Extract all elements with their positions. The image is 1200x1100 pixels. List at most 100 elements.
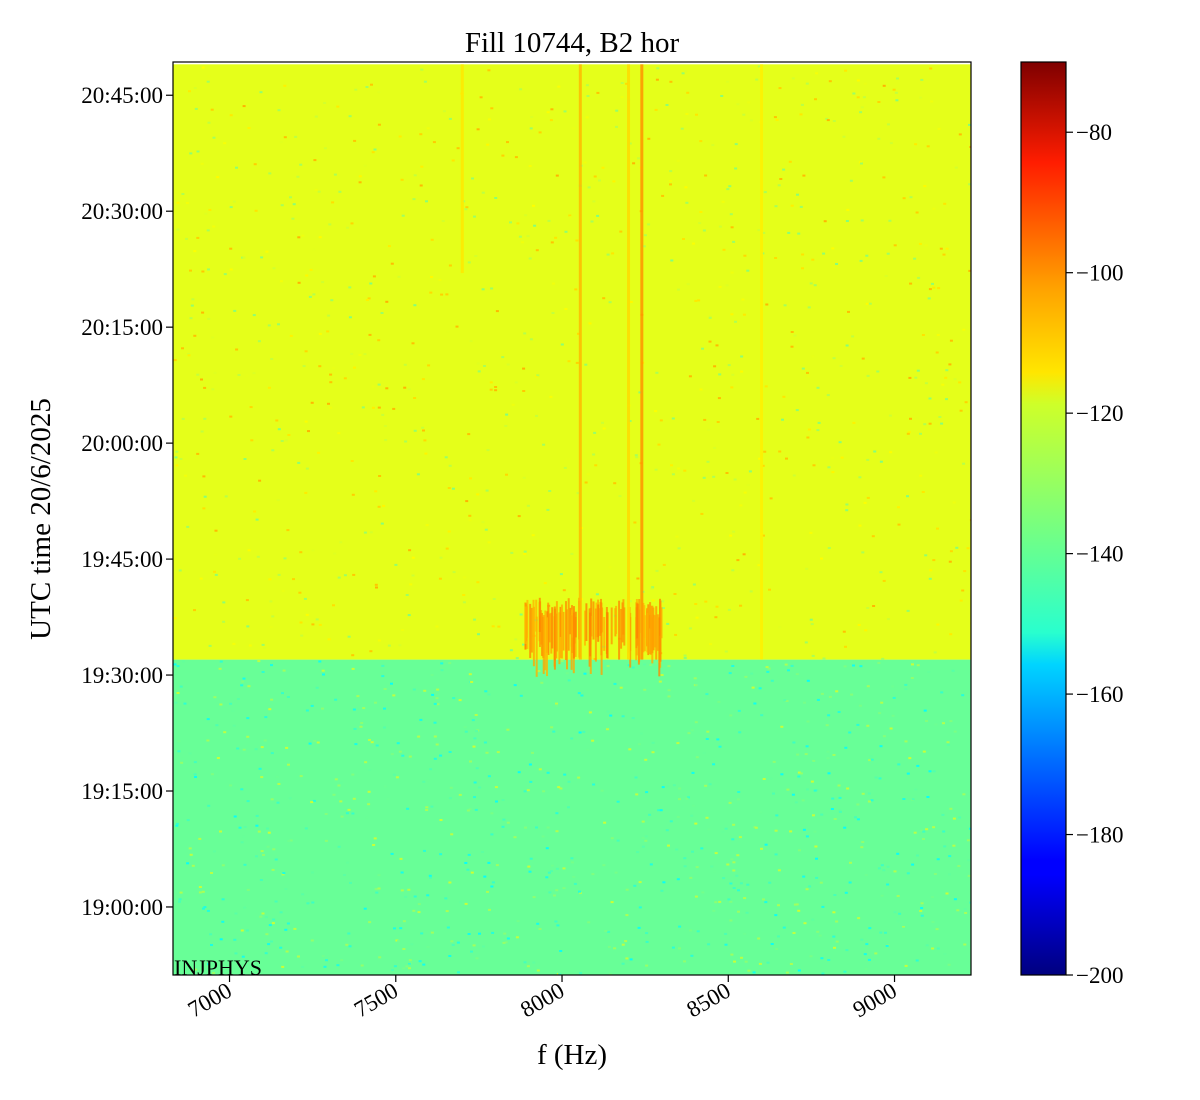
heatmap-noise-cell xyxy=(718,900,722,903)
heatmap-noise-cell xyxy=(487,693,491,696)
heatmap-noise-cell xyxy=(667,695,671,698)
heatmap-noise-cell xyxy=(962,793,966,796)
heatmap-noise-cell xyxy=(751,686,755,689)
heatmap-noise-cell xyxy=(243,458,247,460)
heatmap-noise-cell xyxy=(490,885,494,888)
heatmap-noise-cell xyxy=(393,927,396,930)
heatmap-noise-cell xyxy=(687,732,691,735)
heatmap-noise-cell xyxy=(541,835,545,838)
heatmap-noise-cell xyxy=(619,686,623,689)
heatmap-noise-cell xyxy=(394,563,398,566)
heatmap-noise-cell xyxy=(728,801,732,804)
heatmap-noise-cell xyxy=(190,304,194,307)
heatmap-noise-cell xyxy=(959,409,963,412)
heatmap-noise-cell xyxy=(879,931,883,934)
heatmap-noise-cell xyxy=(835,940,839,943)
heatmap-noise-cell xyxy=(246,888,250,891)
heatmap-noise-cell xyxy=(272,267,276,270)
colorbar-tick-label: −100 xyxy=(1076,261,1123,286)
heatmap-noise-cell xyxy=(476,581,480,584)
heatmap-noise-cell xyxy=(683,865,687,868)
heatmap-noise-cell xyxy=(726,863,730,866)
heatmap-noise-cell xyxy=(555,889,559,892)
heatmap-noise-cell xyxy=(514,156,518,159)
heatmap-noise-cell xyxy=(277,783,281,785)
heatmap-noise-cell xyxy=(377,383,381,386)
heatmap-noise-cell xyxy=(782,168,786,171)
heatmap-noise-cell xyxy=(884,275,888,277)
heatmap-noise-cell xyxy=(229,784,233,787)
heatmap-noise-cell xyxy=(570,552,574,555)
heatmap-noise-cell xyxy=(645,964,649,967)
heatmap-noise-cell xyxy=(724,827,728,830)
colorbar-tick-label: −120 xyxy=(1076,401,1123,426)
heatmap-noise-cell xyxy=(798,849,801,852)
heatmap-noise-cell xyxy=(494,386,498,388)
heatmap-burst-cell xyxy=(651,605,654,654)
heatmap-noise-cell xyxy=(543,582,547,585)
heatmap-noise-cell xyxy=(607,945,611,948)
heatmap-noise-cell xyxy=(955,546,959,549)
heatmap-noise-cell xyxy=(685,797,689,800)
heatmap-noise-cell xyxy=(351,667,355,670)
heatmap-noise-cell xyxy=(503,932,507,935)
heatmap-noise-cell xyxy=(778,626,782,629)
heatmap-noise-cell xyxy=(932,826,936,829)
heatmap-noise-cell xyxy=(886,883,890,886)
heatmap-noise-cell xyxy=(343,377,347,380)
heatmap-noise-cell xyxy=(765,303,769,306)
heatmap-noise-cell xyxy=(747,969,751,972)
heatmap-noise-cell xyxy=(775,948,779,950)
heatmap-noise-cell xyxy=(832,357,836,360)
heatmap-noise-cell xyxy=(902,798,906,800)
heatmap-noise-cell xyxy=(374,701,377,704)
heatmap-noise-cell xyxy=(562,867,566,870)
heatmap-noise-cell xyxy=(932,286,936,289)
heatmap-noise-cell xyxy=(945,892,949,895)
heatmap-noise-cell xyxy=(681,548,685,550)
heatmap-noise-cell xyxy=(562,589,566,592)
heatmap-noise-cell xyxy=(378,956,382,959)
heatmap-noise-cell xyxy=(647,137,651,140)
heatmap-noise-cell xyxy=(372,275,376,278)
heatmap-noise-cell xyxy=(644,835,648,838)
heatmap-noise-cell xyxy=(559,950,563,952)
heatmap-noise-cell xyxy=(921,491,925,493)
heatmap-noise-cell xyxy=(594,464,598,467)
heatmap-noise-cell xyxy=(467,433,471,436)
heatmap-noise-cell xyxy=(816,930,820,933)
heatmap-noise-cell xyxy=(315,686,319,689)
heatmap-noise-cell xyxy=(726,188,730,191)
heatmap-noise-cell xyxy=(837,784,841,787)
heatmap-noise-cell xyxy=(299,163,303,166)
y-tick-label: 20:30:00 xyxy=(81,199,163,224)
heatmap-noise-cell xyxy=(519,694,523,697)
heatmap-noise-cell xyxy=(934,451,938,454)
heatmap-noise-cell xyxy=(402,920,406,923)
heatmap-noise-cell xyxy=(522,476,526,479)
heatmap-noise-cell xyxy=(909,196,913,199)
heatmap-noise-cell xyxy=(913,831,917,834)
heatmap-noise-cell xyxy=(575,239,579,242)
heatmap-noise-cell xyxy=(873,449,877,452)
heatmap-noise-cell xyxy=(519,613,523,616)
heatmap-noise-cell xyxy=(625,914,629,917)
heatmap-noise-cell xyxy=(864,629,868,632)
heatmap-noise-cell xyxy=(800,103,804,106)
heatmap-noise-cell xyxy=(832,754,836,756)
heatmap-noise-cell xyxy=(327,402,330,405)
heatmap-noise-cell xyxy=(699,140,703,143)
heatmap-noise-cell xyxy=(560,660,564,663)
heatmap-noise-cell xyxy=(307,430,310,433)
heatmap-noise-cell xyxy=(666,785,670,788)
heatmap-noise-cell xyxy=(729,919,733,922)
heatmap-noise-cell xyxy=(345,812,349,815)
heatmap-noise-cell xyxy=(311,549,315,552)
heatmap-noise-cell xyxy=(569,216,573,219)
heatmap-noise-cell xyxy=(270,752,274,755)
heatmap-noise-cell xyxy=(193,761,197,764)
heatmap-noise-cell xyxy=(628,600,632,603)
heatmap-noise-cell xyxy=(258,479,262,482)
heatmap-noise-cell xyxy=(625,957,629,960)
heatmap-burst-cell xyxy=(654,615,657,648)
